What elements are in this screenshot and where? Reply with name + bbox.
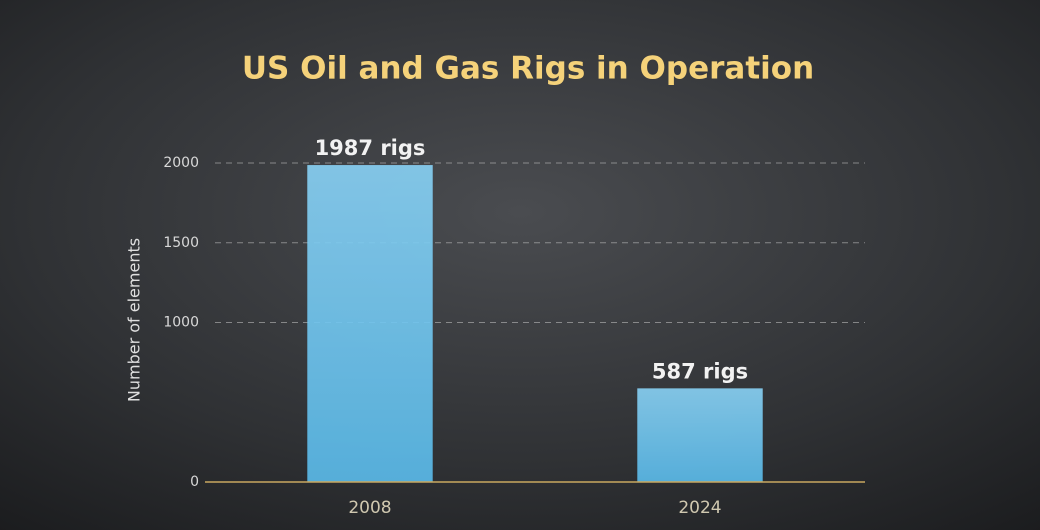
bar-sheen (307, 165, 433, 483)
y-axis-label: Number of elements (125, 238, 144, 402)
x-tick-label: 2008 (348, 498, 391, 518)
y-tick-label: 1500 (163, 235, 199, 251)
chart-title: US Oil and Gas Rigs in Operation (242, 51, 814, 87)
x-tick-label: 2024 (678, 498, 721, 518)
bar-sheen (637, 388, 763, 482)
y-tick-label: 0 (190, 474, 199, 490)
value-label: 587 rigs (652, 359, 748, 383)
value-label: 1987 rigs (315, 136, 426, 160)
y-tick-label: 2000 (163, 155, 199, 171)
y-tick-label: 1000 (163, 315, 199, 331)
